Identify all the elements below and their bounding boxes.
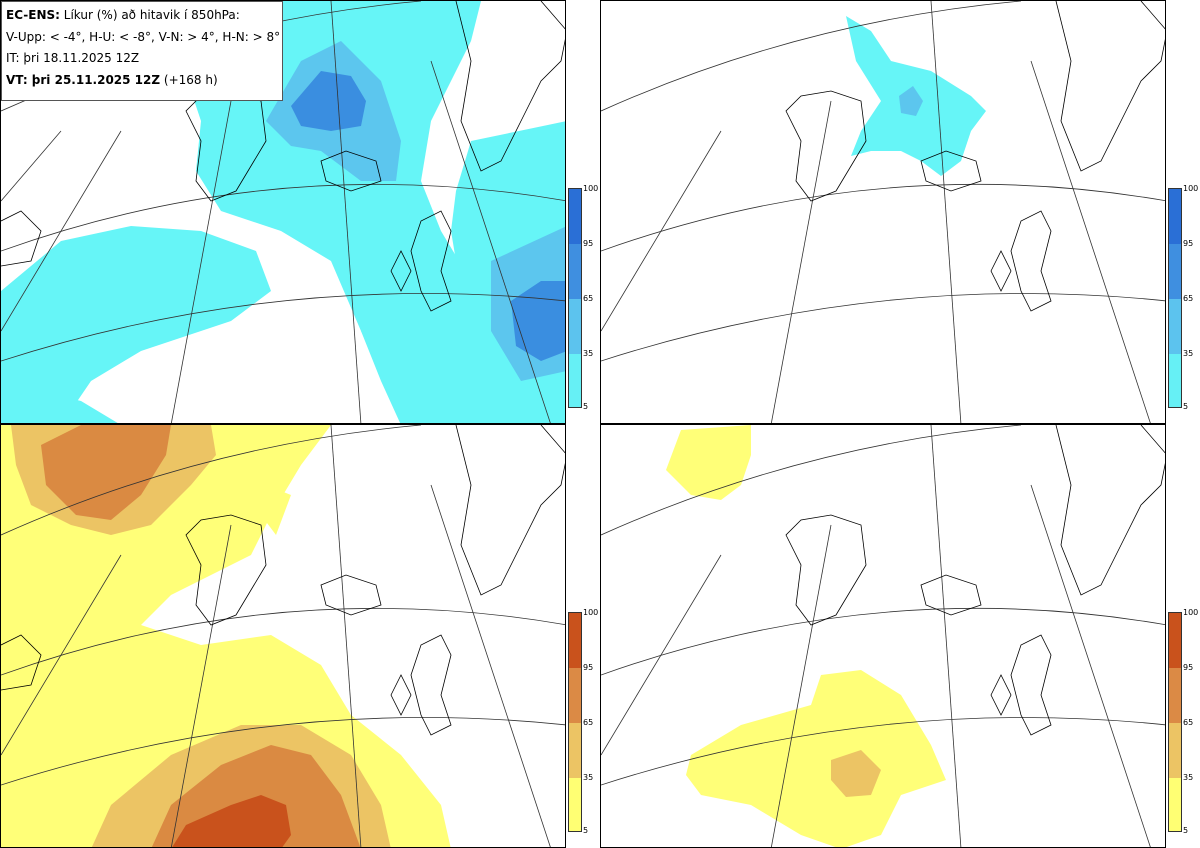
colorbar-seg-35: [569, 778, 581, 831]
colorbar-cold-bar: [1168, 188, 1182, 408]
colorbar-label-100: 100: [583, 184, 599, 193]
coastlines: [785, 425, 1165, 736]
map-cold-8: [601, 1, 1165, 423]
colorbar-seg-100: [1169, 613, 1181, 668]
map-panel-cold-4: EC-ENS: Líkur (%) að hitavik í 850hPa: V…: [0, 0, 566, 424]
colorbar-label-95: 95: [1183, 239, 1194, 248]
colorbar-label-95: 95: [583, 663, 594, 672]
colorbar-cold-bar-left: [568, 188, 582, 408]
colorbar-label-5: 5: [1183, 826, 1189, 835]
grid-lines: [1, 425, 565, 847]
colorbar-seg-65: [569, 723, 581, 778]
probability-fill-mid: [831, 750, 881, 797]
colorbar-label-5: 5: [583, 402, 589, 411]
colorbar-label-95: 95: [583, 239, 594, 248]
colorbar-seg-95: [569, 244, 581, 299]
grid-lines: [601, 425, 1165, 847]
colorbar-seg-100: [1169, 189, 1181, 244]
probability-fill-darkest: [172, 795, 291, 847]
colorbar-label-35: 35: [1183, 773, 1194, 782]
info-title: Líkur (%) að hitavik í 850hPa:: [63, 8, 240, 22]
info-lead-time: (+168 h): [163, 72, 218, 87]
colorbar-label-95: 95: [1183, 663, 1194, 672]
colorbar-seg-35: [1169, 778, 1181, 831]
colorbar-seg-35: [569, 354, 581, 407]
coastlines: [785, 1, 1165, 312]
map-cold-4: [1, 1, 565, 423]
coastlines: [1, 1, 565, 312]
colorbar-seg-100: [569, 189, 581, 244]
colorbar-label-35: 35: [583, 349, 594, 358]
colorbar-label-5: 5: [1183, 402, 1189, 411]
colorbar-seg-100: [569, 613, 581, 668]
info-box: EC-ENS: Líkur (%) að hitavik í 850hPa: V…: [1, 1, 283, 101]
info-thresholds: V-Upp: < -4°, H-U: < -8°, V-N: > 4°, H-N…: [6, 29, 281, 44]
map-panel-cold-8: [600, 0, 1166, 424]
colorbar-warm-bar-left: [568, 612, 582, 832]
map-warm-8: [601, 425, 1165, 847]
colorbar-label-65: 65: [1183, 294, 1194, 303]
colorbar-label-100: 100: [583, 608, 599, 617]
colorbar-warm-bar-right: [1168, 612, 1182, 832]
map-warm-4: [1, 425, 565, 847]
colorbar-label-100: 100: [1183, 184, 1199, 193]
colorbar-label-65: 65: [1183, 718, 1194, 727]
colorbar-seg-95: [1169, 668, 1181, 723]
colorbar-label-65: 65: [583, 718, 594, 727]
colorbar-seg-95: [1169, 244, 1181, 299]
colorbar-seg-65: [569, 299, 581, 354]
coastlines: [1, 425, 565, 736]
colorbar-label-35: 35: [1183, 349, 1194, 358]
info-title-bold: EC-ENS:: [6, 8, 60, 22]
probability-fill-light: [666, 425, 946, 847]
colorbar-label-100: 100: [1183, 608, 1199, 617]
map-panel-warm-4: [0, 424, 566, 848]
grid-lines: [601, 1, 1165, 423]
colorbar-label-5: 5: [583, 826, 589, 835]
colorbar-seg-65: [1169, 723, 1181, 778]
colorbar-label-35: 35: [583, 773, 594, 782]
colorbar-label-65: 65: [583, 294, 594, 303]
colorbar-seg-35: [1169, 354, 1181, 407]
map-panel-warm-8: [600, 424, 1166, 848]
colorbar-seg-95: [569, 668, 581, 723]
info-initial-time: IT: þri 18.11.2025 12Z: [6, 51, 140, 65]
probability-fill-mid: [899, 86, 923, 116]
probability-fill-dark: [291, 71, 565, 361]
colorbar-seg-65: [1169, 299, 1181, 354]
info-valid-time: VT: þri 25.11.2025 12Z: [6, 72, 161, 87]
